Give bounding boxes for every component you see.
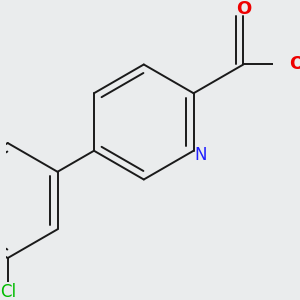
Text: O: O <box>236 1 251 19</box>
Text: O: O <box>289 56 300 74</box>
Text: N: N <box>194 146 207 164</box>
Text: Cl: Cl <box>0 283 16 300</box>
